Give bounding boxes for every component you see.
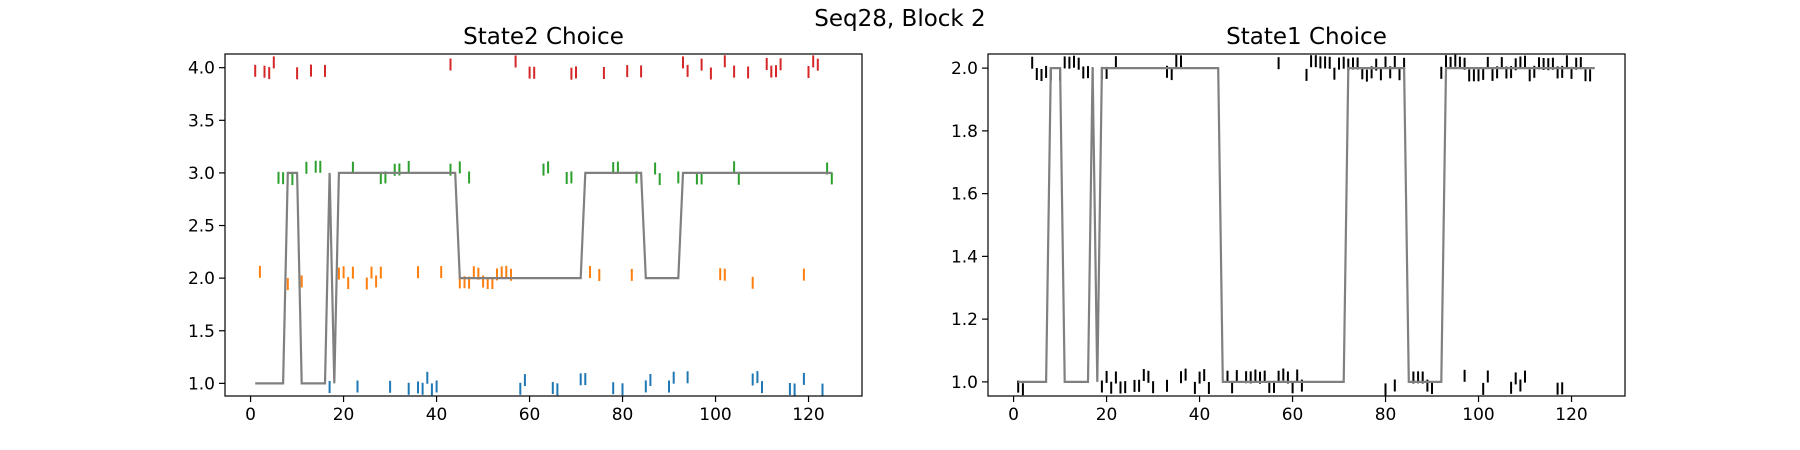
state2-y-tick-label: 1.0 xyxy=(188,374,215,394)
state2-y-tick-label: 3.0 xyxy=(188,164,215,184)
state2-y-tick-label: 3.5 xyxy=(188,111,215,131)
state2-rolling-choice-line xyxy=(255,171,832,385)
state1-y-tick-label: 1.0 xyxy=(951,373,978,393)
state2-y-tick-label: 4.0 xyxy=(188,59,215,79)
state2-y-tick-label: 2.5 xyxy=(188,217,215,237)
right-subplot-state1-choice: State1 Choice 0 20 40 60 80 100 120 1.0 1.2 1.4 1.6… xyxy=(951,24,1626,425)
state1-x-tick-label: 120 xyxy=(1555,405,1587,425)
state2-y-tick-label: 1.5 xyxy=(188,322,215,342)
left-subplot-state2-choice: State2 Choice 0 20 40 60 80 100 120 1.0 1.5 2.0 2.5… xyxy=(188,24,863,425)
state1-x-tick-label: 100 xyxy=(1462,405,1494,425)
state2-x-tick-label: 0 xyxy=(245,405,256,425)
state2-x-tick-label: 120 xyxy=(792,405,824,425)
state2-x-tick-label: 100 xyxy=(699,405,731,425)
state1-x-tick-label: 80 xyxy=(1375,405,1397,425)
state2-title: State2 Choice xyxy=(463,24,624,50)
state1-x-tick-label: 0 xyxy=(1008,405,1019,425)
figure-suptitle: Seq28, Block 2 xyxy=(814,6,985,32)
state1-x-tick-label: 20 xyxy=(1096,405,1118,425)
state1-y-tick-label: 1.8 xyxy=(951,122,978,142)
state2-x-tick-label: 40 xyxy=(426,405,448,425)
state1-y-tick-label: 1.4 xyxy=(951,247,978,267)
state1-y-tick-label: 2.0 xyxy=(951,59,978,79)
state1-x-tick-label: 60 xyxy=(1282,405,1304,425)
state1-title: State1 Choice xyxy=(1226,24,1387,50)
state2-y-tick-label: 2.0 xyxy=(188,269,215,289)
state2-axes-frame xyxy=(224,53,863,397)
state1-x-tick-label: 40 xyxy=(1189,405,1211,425)
state2-x-tick-label: 80 xyxy=(612,405,634,425)
state1-y-tick-label: 1.2 xyxy=(951,310,978,330)
state2-x-tick-label: 60 xyxy=(519,405,541,425)
state1-axes-frame xyxy=(987,53,1626,397)
state1-rolling-choice-line xyxy=(1018,66,1595,383)
state1-y-tick-label: 1.6 xyxy=(951,185,978,205)
state2-x-tick-label: 20 xyxy=(333,405,355,425)
